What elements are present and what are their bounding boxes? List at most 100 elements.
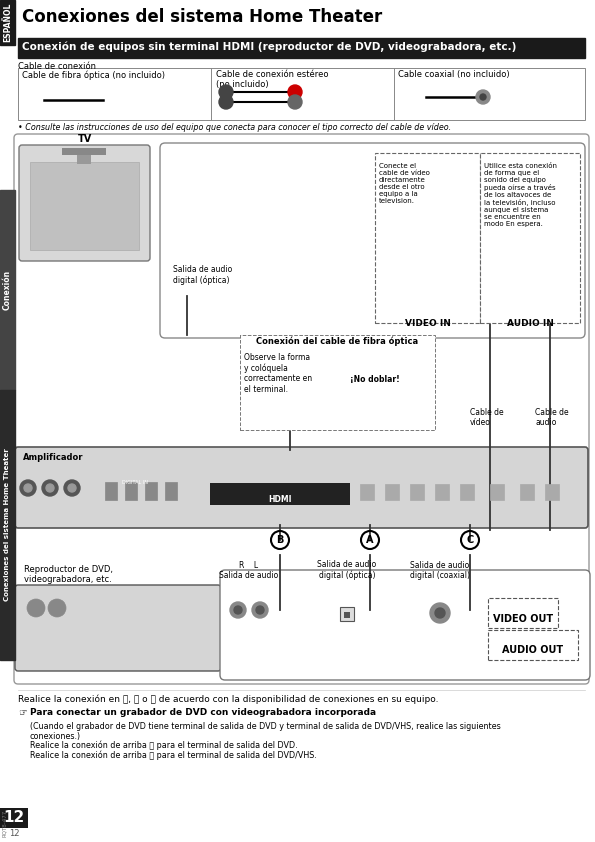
- Bar: [0, 390, 15, 660]
- Circle shape: [48, 599, 66, 617]
- Circle shape: [435, 608, 445, 618]
- Text: AUDIO OUT: AUDIO OUT: [502, 645, 563, 655]
- Circle shape: [230, 602, 246, 618]
- Bar: [360, 484, 374, 500]
- Text: Amplificador: Amplificador: [23, 453, 83, 462]
- Text: Utilice esta conexión
de forma que el
sonido del equipo
pueda oírse a través
de : Utilice esta conexión de forma que el so…: [484, 163, 557, 227]
- Bar: [411, 95, 415, 99]
- Bar: [184, 281, 190, 287]
- Text: ESPAÑOL: ESPAÑOL: [3, 3, 12, 42]
- Bar: [18, 68, 585, 120]
- Bar: [32, 100, 40, 103]
- Text: HDMI: HDMI: [268, 495, 292, 504]
- Text: Cable de fibra óptica (no incluido): Cable de fibra óptica (no incluido): [22, 70, 165, 79]
- Text: 12: 12: [9, 829, 19, 838]
- Bar: [410, 484, 424, 500]
- Circle shape: [20, 480, 36, 496]
- Bar: [460, 484, 474, 500]
- Circle shape: [64, 480, 80, 496]
- Text: Salida de audio
digital (óptica): Salida de audio digital (óptica): [173, 265, 232, 285]
- Bar: [340, 607, 354, 621]
- Text: Reproductor de DVD,
videograbadora, etc.: Reproductor de DVD, videograbadora, etc.: [24, 565, 113, 584]
- FancyBboxPatch shape: [240, 335, 435, 430]
- FancyBboxPatch shape: [14, 134, 589, 684]
- Bar: [103, 100, 111, 103]
- Text: Cable de
vídeo: Cable de vídeo: [470, 408, 503, 428]
- FancyBboxPatch shape: [375, 153, 480, 323]
- Text: Conexión: Conexión: [3, 270, 12, 310]
- Text: Observe la forma
y colóquela
correctamente en
el terminal.: Observe la forma y colóquela correctamen…: [244, 353, 312, 394]
- Circle shape: [27, 599, 45, 617]
- Text: Cable de conexión estéreo
(no incluido): Cable de conexión estéreo (no incluido): [216, 70, 328, 89]
- Text: Conexiones del sistema Home Theater: Conexiones del sistema Home Theater: [22, 8, 382, 26]
- Bar: [77, 154, 91, 164]
- Text: Cable de conexión: Cable de conexión: [18, 62, 96, 71]
- Text: Conexión del cable de fibra óptica: Conexión del cable de fibra óptica: [256, 337, 418, 347]
- Circle shape: [24, 484, 32, 492]
- Circle shape: [219, 95, 233, 109]
- Circle shape: [252, 602, 268, 618]
- Text: TV: TV: [77, 134, 92, 144]
- Circle shape: [68, 484, 76, 492]
- Text: ¡No doblar!: ¡No doblar!: [350, 375, 400, 384]
- Text: AUDIO IN: AUDIO IN: [506, 319, 553, 328]
- Bar: [0, 190, 15, 390]
- Bar: [490, 484, 504, 500]
- Text: R    L
Salida de audio: R L Salida de audio: [220, 561, 278, 580]
- Circle shape: [42, 480, 58, 496]
- Text: Realice la conexión de arriba Ⓐ para el terminal de salida del DVD.: Realice la conexión de arriba Ⓐ para el …: [30, 740, 298, 749]
- Bar: [165, 482, 177, 500]
- Bar: [520, 484, 534, 500]
- Bar: [435, 484, 449, 500]
- FancyBboxPatch shape: [19, 145, 150, 261]
- FancyBboxPatch shape: [220, 570, 590, 680]
- Text: C: C: [466, 535, 474, 545]
- Bar: [28, 95, 44, 105]
- Bar: [105, 482, 117, 500]
- Circle shape: [219, 85, 233, 99]
- Bar: [18, 38, 585, 58]
- Text: • Consulte las instrucciones de uso del equipo que conecta para conocer el tipo : • Consulte las instrucciones de uso del …: [18, 123, 451, 132]
- Bar: [32, 105, 40, 108]
- FancyBboxPatch shape: [15, 447, 588, 528]
- Bar: [385, 484, 399, 500]
- Circle shape: [288, 95, 302, 109]
- Bar: [24, 615, 89, 623]
- Bar: [62, 148, 106, 155]
- Text: (Cuando el grabador de DVD tiene terminal de salida de DVD y terminal de salida : (Cuando el grabador de DVD tiene termina…: [30, 722, 501, 742]
- Bar: [545, 484, 559, 500]
- FancyBboxPatch shape: [15, 585, 221, 671]
- FancyBboxPatch shape: [160, 143, 585, 338]
- Text: Conecte el
cable de vídeo
directamente
desde el otro
equipo a la
television.: Conecte el cable de vídeo directamente d…: [379, 163, 430, 204]
- Bar: [210, 483, 350, 505]
- Text: 12: 12: [4, 811, 24, 825]
- Circle shape: [476, 90, 490, 104]
- FancyBboxPatch shape: [480, 153, 580, 323]
- Bar: [180, 276, 194, 290]
- Text: Conexiones del sistema Home Theater: Conexiones del sistema Home Theater: [5, 449, 11, 601]
- Bar: [408, 93, 426, 101]
- Text: ☞: ☞: [18, 708, 27, 718]
- Bar: [145, 482, 157, 500]
- Text: Para conectar un grabador de DVD con videograbadora incorporada: Para conectar un grabador de DVD con vid…: [30, 708, 376, 717]
- Text: Realice la conexión en Ⓐ, Ⓑ o Ⓒ de acuerdo con la disponibilidad de conexiones e: Realice la conexión en Ⓐ, Ⓑ o Ⓒ de acuer…: [18, 695, 439, 705]
- Bar: [125, 482, 137, 500]
- Text: Salida de audio
digital (óptica): Salida de audio digital (óptica): [317, 560, 377, 580]
- Text: RQT8-477: RQT8-477: [2, 810, 8, 837]
- Bar: [344, 612, 350, 618]
- Circle shape: [430, 603, 450, 623]
- Text: B: B: [276, 535, 284, 545]
- Circle shape: [46, 484, 54, 492]
- Text: Salida de audio
digital (coaxial): Salida de audio digital (coaxial): [410, 561, 470, 580]
- FancyBboxPatch shape: [488, 630, 578, 660]
- Circle shape: [256, 606, 264, 614]
- Circle shape: [288, 85, 302, 99]
- Circle shape: [234, 606, 242, 614]
- Bar: [103, 95, 119, 105]
- Text: Cable coaxial (no incluido): Cable coaxial (no incluido): [398, 70, 510, 79]
- Text: VIDEO OUT: VIDEO OUT: [493, 614, 553, 624]
- Bar: [0, 0, 15, 45]
- Bar: [0, 808, 28, 828]
- FancyBboxPatch shape: [488, 598, 558, 628]
- Circle shape: [480, 94, 486, 100]
